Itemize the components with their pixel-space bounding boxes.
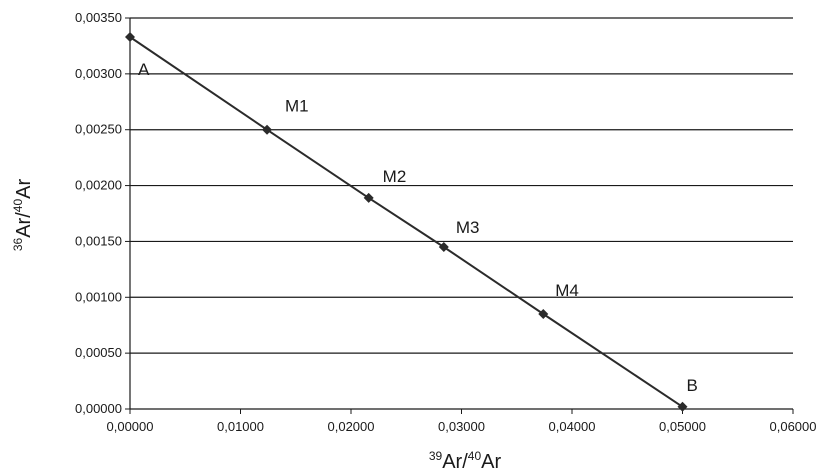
data-point-marker [125,31,135,42]
x-tick-label: 0,02000 [328,419,375,434]
x-axis-title-base1: Ar/ [442,451,468,472]
x-tick-label: 0,05000 [659,419,706,434]
y-tick-label: 0,00000 [75,401,122,416]
series-line [129,36,684,408]
x-axis-title-sup2: 40 [468,449,482,463]
x-axis-title: 39Ar/40Ar [429,449,502,472]
x-axis-title-base2: Ar [481,451,501,472]
point-label: M2 [383,167,407,186]
data-point-marker [262,124,273,135]
data-point-marker [538,309,549,320]
y-axis-title-sup2: 40 [11,199,25,213]
point-label: M1 [285,97,309,116]
y-tick-label: 0,00100 [75,289,122,304]
series-layer [125,31,688,412]
y-tick-label: 0,00300 [75,66,122,81]
axis-layer: 0,00000 0,00050 0,00100 0,00150 0,00200 0,002… [75,10,817,434]
y-axis-title-base2: Ar [13,179,35,199]
data-point-marker [363,192,374,203]
x-tick-label: 0,01000 [217,419,264,434]
data-point-marker [438,242,449,253]
y-tick-label: 0,00200 [75,178,122,193]
point-label: M3 [456,218,480,237]
x-tick-label: 0,04000 [549,419,596,434]
x-tick-label: 0,03000 [438,419,485,434]
label-layer: A M1 M2 M3 M4 B [138,60,698,395]
data-point-marker [677,401,688,412]
x-tick-label: 0,00000 [107,419,154,434]
y-tick-label: 0,00050 [75,345,122,360]
y-tick-label: 0,00150 [75,233,122,248]
y-axis-title-base1: Ar/ [13,212,35,238]
point-label: B [687,376,698,395]
point-label: A [138,60,150,79]
grid-layer [130,17,793,354]
y-axis-title-sup1: 36 [11,237,25,251]
y-tick-label: 0,00350 [75,10,122,25]
y-tick-label: 0,00250 [75,122,122,137]
x-axis-title-sup1: 39 [429,449,443,463]
y-axis-title: 36Ar/40Ar [11,179,35,252]
x-tick-label: 0,06000 [770,419,817,434]
point-label: M4 [555,281,579,300]
